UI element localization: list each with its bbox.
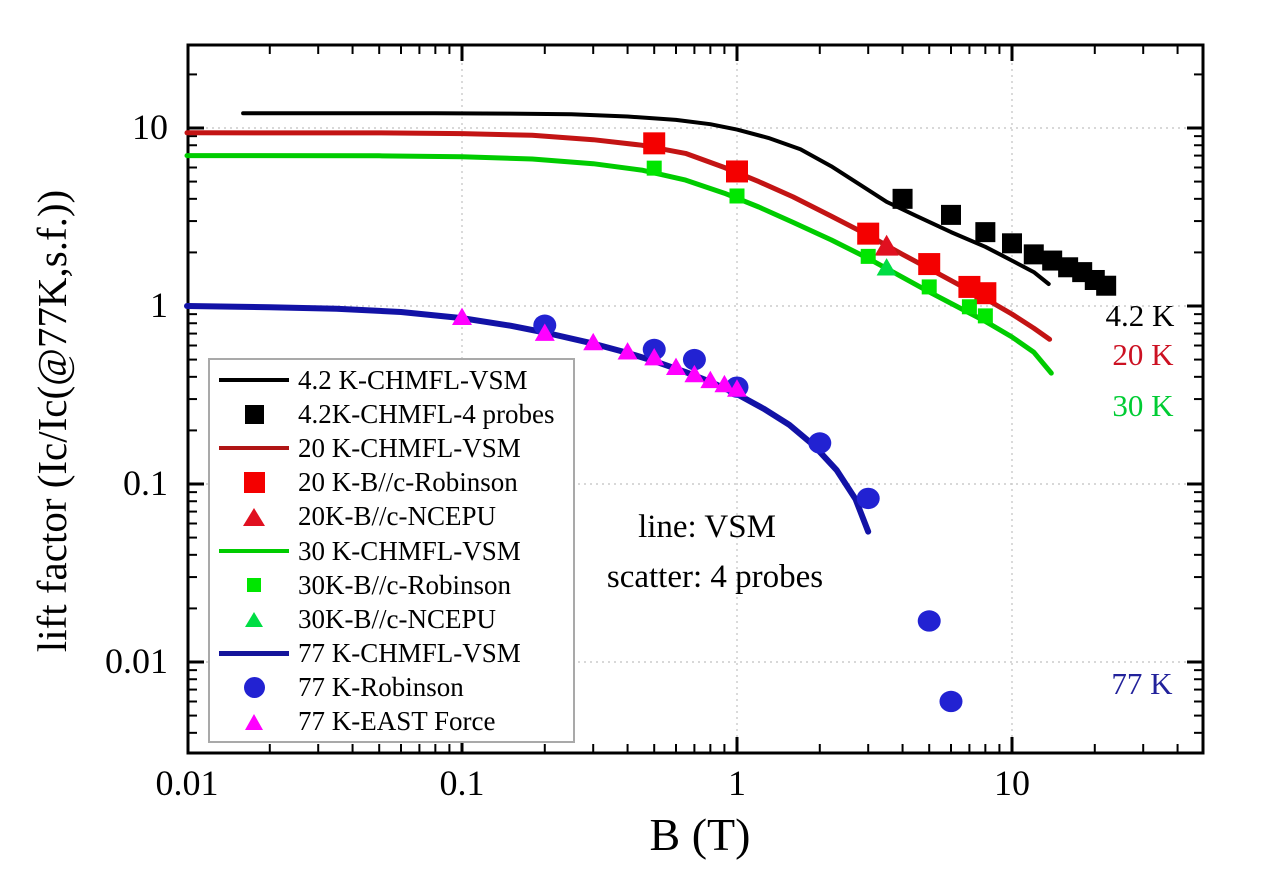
series-marker xyxy=(977,308,993,324)
series-marker xyxy=(860,248,876,264)
legend-item-label: 77 K-CHMFL-VSM xyxy=(298,638,521,669)
series-marker xyxy=(617,342,638,360)
series-marker xyxy=(684,364,705,383)
legend-item: 77 K-CHMFL-VSM xyxy=(210,637,573,671)
legend-circle-swatch xyxy=(210,677,298,699)
series-marker xyxy=(1002,233,1022,254)
series-marker xyxy=(583,332,604,351)
legend-triangle-swatch xyxy=(210,611,298,627)
series-marker xyxy=(808,432,832,454)
series-marker xyxy=(1042,250,1063,271)
legend-line-swatch xyxy=(210,549,298,554)
legend-triangle-swatch xyxy=(210,507,298,526)
legend-line-swatch xyxy=(210,378,298,383)
legend-item: 4.2 K-CHMFL-VSM xyxy=(210,363,573,397)
x-tick-label: 10 xyxy=(994,763,1030,803)
series-marker xyxy=(874,234,899,256)
legend-item-label: 20K-B//c-NCEPU xyxy=(298,501,496,532)
series-marker xyxy=(534,323,555,341)
series-marker xyxy=(974,282,997,305)
series-marker xyxy=(452,307,472,325)
series-marker xyxy=(975,222,996,243)
curve-label-20K: 20 K xyxy=(1112,337,1174,372)
x-tick-label: 0.1 xyxy=(439,763,485,803)
legend-line-swatch xyxy=(210,446,298,451)
legend-item-label: 30K-B//c-NCEPU xyxy=(298,603,496,634)
series-marker xyxy=(644,347,665,366)
legend-item: 77 K-EAST Force xyxy=(210,705,573,739)
series-line xyxy=(241,111,1051,286)
series-marker xyxy=(1096,275,1117,296)
series-marker xyxy=(714,374,735,393)
series-marker xyxy=(918,253,941,276)
legend-item-label: 4.2 K-CHMFL-VSM xyxy=(298,364,528,395)
legend-item-label: 4.2K-CHMFL-4 probes xyxy=(298,398,555,429)
y-tick-label: 0.01 xyxy=(105,641,168,681)
plot-frame xyxy=(186,43,1205,755)
legend-line-swatch xyxy=(210,651,298,657)
series-marker xyxy=(921,279,937,295)
series-marker xyxy=(700,370,721,389)
legend-square-swatch xyxy=(210,472,298,494)
legend-item: 20 K-B//c-Robinson xyxy=(210,466,573,500)
series-marker xyxy=(940,204,961,225)
series-marker xyxy=(1023,244,1044,265)
legend-triangle-swatch xyxy=(210,713,298,730)
annotation-scatter-probes: scatter: 4 probes xyxy=(606,559,824,595)
legend-square-swatch xyxy=(210,404,298,424)
x-tick-label: 0.01 xyxy=(155,763,219,803)
series-marker xyxy=(643,132,666,155)
series-marker xyxy=(856,487,880,510)
x-axis-title: B (T) xyxy=(649,809,751,860)
legend-item-label: 77 K-EAST Force xyxy=(298,706,496,737)
series-marker xyxy=(939,690,963,713)
series-marker xyxy=(665,357,686,376)
legend-item-label: 77 K-Robinson xyxy=(298,672,464,703)
legend-item: 77 K-Robinson xyxy=(210,671,573,705)
legend-item: 20 K-CHMFL-VSM xyxy=(210,431,573,465)
series-marker xyxy=(961,299,977,315)
y-tick-label: 1 xyxy=(150,285,168,325)
curve-label-77K: 77 K xyxy=(1111,666,1173,701)
y-tick-label: 10 xyxy=(132,107,168,147)
legend-square-swatch xyxy=(210,578,298,593)
legend-item: 30K-B//c-NCEPU xyxy=(210,602,573,636)
series-marker xyxy=(727,379,747,397)
legend-item-label: 30 K-CHMFL-VSM xyxy=(298,535,521,566)
curve-label-30K: 30 K xyxy=(1112,388,1174,423)
y-axis-title: lift factor (Ic/Ic(@77K,s.f.)) xyxy=(29,189,75,653)
legend-item-label: 20 K-CHMFL-VSM xyxy=(298,432,521,463)
legend-item: 30K-B//c-Robinson xyxy=(210,568,573,602)
legend: 4.2 K-CHMFL-VSM 4.2K-CHMFL-4 probes 20 K-C… xyxy=(208,358,575,743)
series-marker xyxy=(857,222,880,245)
legend-item: 4.2K-CHMFL-4 probes xyxy=(210,397,573,431)
series-marker xyxy=(876,258,897,276)
annotation-line-vsm: line: VSM xyxy=(638,509,776,545)
series-marker xyxy=(646,160,662,176)
legend-item-label: 30K-B//c-Robinson xyxy=(298,569,511,600)
legend-item-label: 20 K-B//c-Robinson xyxy=(298,467,518,498)
x-tick-label: 1 xyxy=(728,763,746,803)
series-marker xyxy=(682,348,706,371)
legend-item: 20K-B//c-NCEPU xyxy=(210,500,573,534)
legend-item: 30 K-CHMFL-VSM xyxy=(210,534,573,568)
y-tick-label: 0.1 xyxy=(123,463,168,503)
series-marker xyxy=(917,610,941,632)
series-marker xyxy=(726,160,748,183)
curve-label-4.2K: 4.2 K xyxy=(1105,298,1175,333)
series-marker xyxy=(729,188,745,204)
series-marker xyxy=(892,188,913,209)
